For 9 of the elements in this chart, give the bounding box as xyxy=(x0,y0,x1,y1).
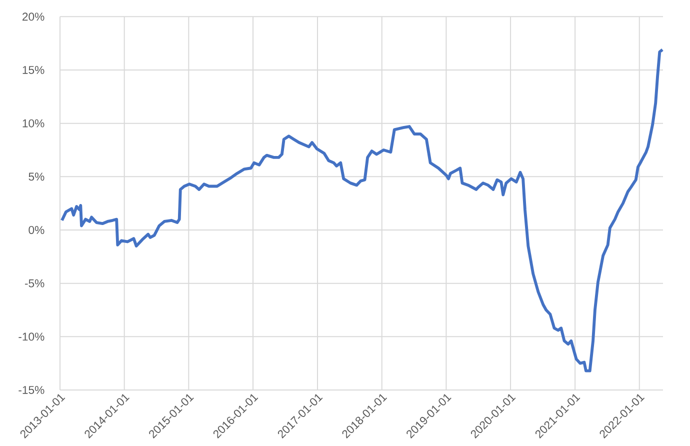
y-tick-label: 20% xyxy=(22,12,44,21)
y-tick-label: -15% xyxy=(18,386,44,394)
y-tick-label: -10% xyxy=(18,332,44,341)
y-tick-label: 10% xyxy=(22,119,44,128)
line-series xyxy=(60,48,664,372)
y-tick-label: 15% xyxy=(22,66,44,74)
y-tick-label: -5% xyxy=(24,279,44,288)
y-tick-label: 5% xyxy=(28,172,44,181)
y-tick-label: 0% xyxy=(28,226,44,234)
